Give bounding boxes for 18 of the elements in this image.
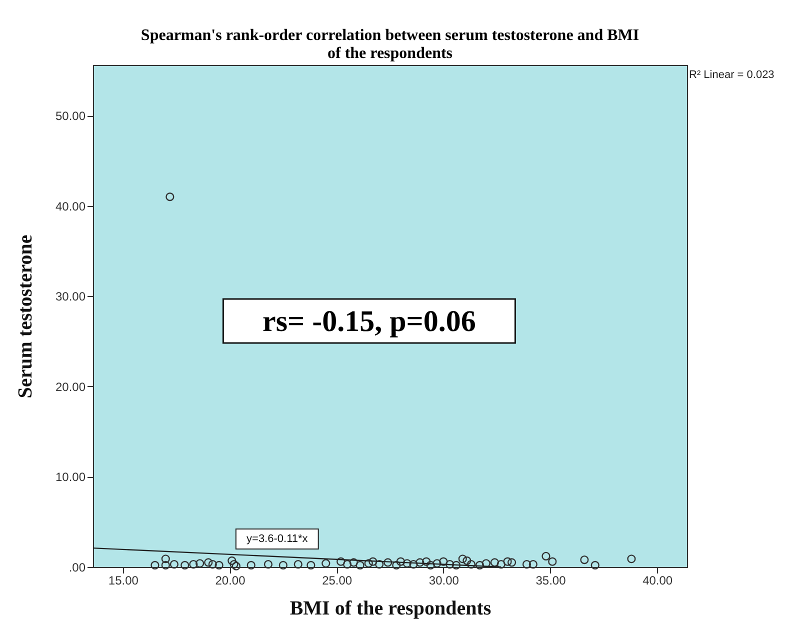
y-tick-label: .00 [68,560,86,574]
y-tick-label: 50.00 [55,109,86,124]
y-axis-title: Serum testosterone [14,234,36,398]
y-tick-label: 10.00 [55,470,86,484]
x-tick-label: 40.00 [642,574,673,588]
y-tick-label: 40.00 [55,199,86,214]
x-tick-label: 35.00 [536,574,566,588]
annotation: rs= -0.15, p=0.06 [262,305,476,338]
x-tick-label: 25.00 [322,574,352,588]
x-tick-label: 15.00 [108,574,139,588]
chart-title: Spearman's rank-order correlation between serum testosterone and BMI of the respondents [140,27,640,62]
text: R² Linear = 0.023 [689,69,774,81]
x-tick-label: 20.00 [215,574,246,588]
y-tick-label: 20.00 [55,380,86,394]
y-tick-label: 30.00 [55,290,86,304]
annotation: y=3.6-0.11*x [246,533,308,545]
x-axis-title: BMI of the respondents [290,598,492,620]
x-tick-label: 30.00 [428,574,460,588]
